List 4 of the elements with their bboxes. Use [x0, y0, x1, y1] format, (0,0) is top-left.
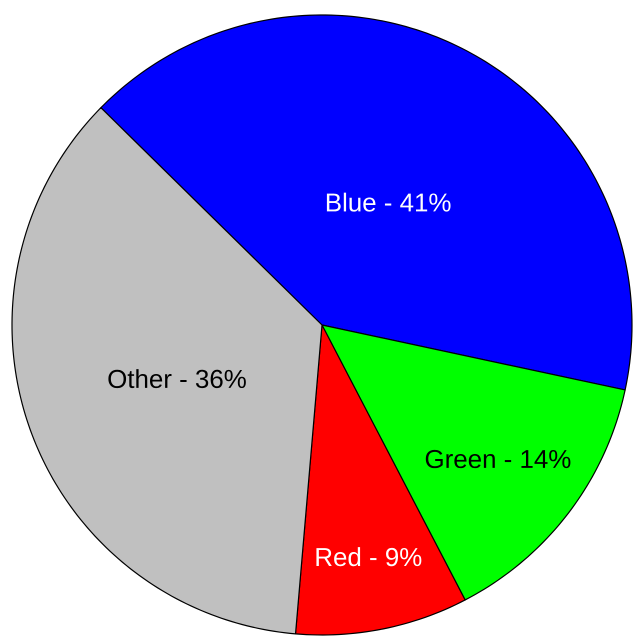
slice-label: Red - 9%: [316, 547, 422, 566]
slice-label: Green - 14%: [426, 450, 570, 468]
slice-label: Blue - 41%: [326, 192, 451, 212]
slice-label: Other - 36%: [108, 369, 246, 388]
